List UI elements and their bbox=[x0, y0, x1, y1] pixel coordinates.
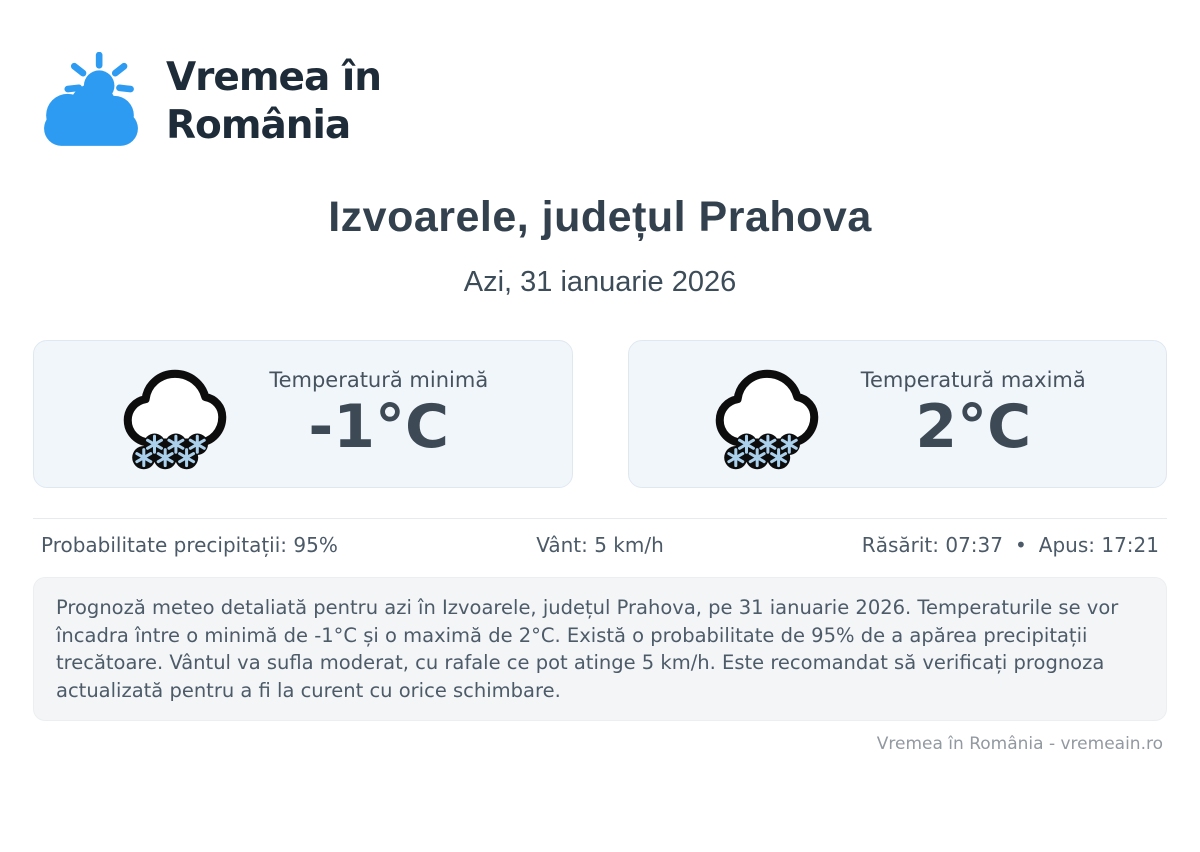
sunset-time: Apus: 17:21 bbox=[1038, 533, 1159, 557]
forecast-description: Prognoză meteo detaliată pentru azi în I… bbox=[33, 577, 1167, 721]
stats-row: Probabilitate precipitații: 95% Vânt: 5 … bbox=[33, 518, 1167, 557]
sun-cloud-icon bbox=[40, 52, 142, 150]
sun-times: Răsărit: 07:37 • Apus: 17:21 bbox=[664, 533, 1159, 557]
max-temperature-card: Temperatură maximă 2°C bbox=[627, 340, 1167, 488]
min-temperature-label: Temperatură minimă bbox=[269, 368, 489, 392]
logo-line-2: România bbox=[166, 103, 351, 148]
temperature-cards: Temperatură minimă -1°C Temperatură maxi… bbox=[0, 340, 1200, 488]
max-temperature-value: 2°C bbox=[915, 392, 1032, 462]
snow-cloud-icon bbox=[117, 358, 233, 471]
max-temperature-text: Temperatură maximă 2°C bbox=[861, 368, 1086, 460]
precipitation-probability: Probabilitate precipitații: 95% bbox=[41, 533, 338, 557]
page-date: Azi, 31 ianuarie 2026 bbox=[463, 266, 737, 298]
sunrise-time: Răsărit: 07:37 bbox=[861, 533, 1003, 557]
min-temperature-text: Temperatură minimă -1°C bbox=[269, 368, 488, 460]
min-temperature-card: Temperatură minimă -1°C bbox=[33, 340, 573, 488]
max-temperature-label: Temperatură maximă bbox=[860, 368, 1086, 392]
site-logo: Vremea în România bbox=[40, 52, 1200, 150]
bullet-separator: • bbox=[1014, 533, 1027, 557]
logo-line-1: Vremea în bbox=[166, 55, 382, 100]
footer-credit: Vremea în România - vremeain.ro bbox=[876, 734, 1163, 754]
site-logo-text: Vremea în România bbox=[166, 54, 382, 150]
min-temperature-value: -1°C bbox=[308, 392, 450, 462]
snow-cloud-icon bbox=[709, 358, 825, 471]
wind-speed: Vânt: 5 km/h bbox=[536, 533, 664, 557]
page-title: Izvoarele, județul Prahova bbox=[328, 193, 872, 241]
